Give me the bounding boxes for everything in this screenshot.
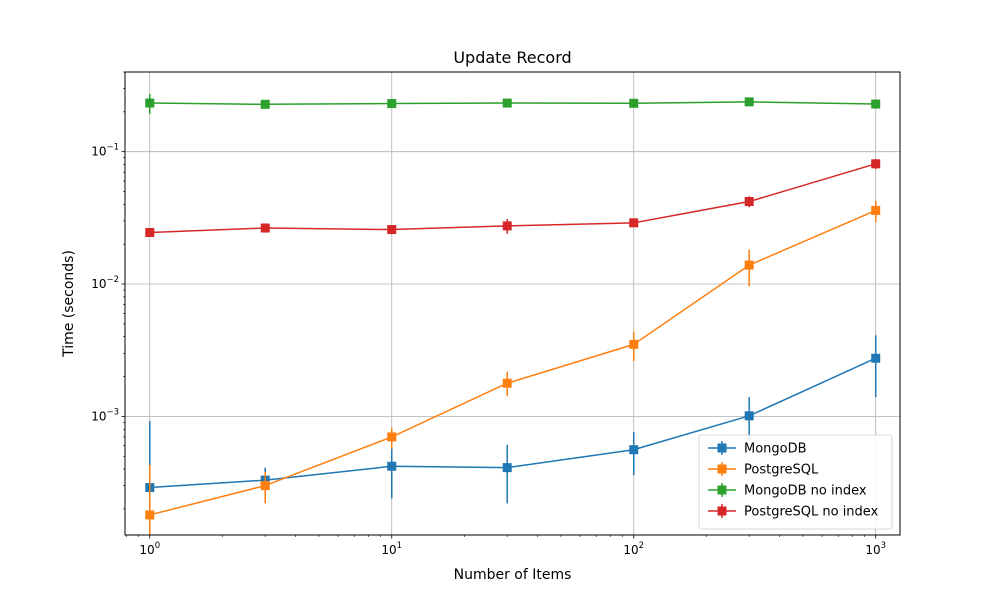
y-axis-label: Time (seconds) <box>61 250 77 358</box>
data-point-marker <box>871 99 881 109</box>
y-tick-label-base: 10 <box>91 145 106 159</box>
data-point-marker <box>629 445 639 455</box>
x-tick-label-exponent: 2 <box>639 541 644 551</box>
data-point-marker <box>502 463 512 473</box>
x-axis-label: Number of Items <box>454 567 572 583</box>
y-tick-label: 10−1 <box>91 143 119 159</box>
legend-marker-swatch <box>717 443 727 453</box>
x-tick-label-exponent: 0 <box>155 541 160 551</box>
y-tick-label-exponent: −2 <box>106 275 119 285</box>
data-point-marker <box>502 378 512 388</box>
data-point-marker <box>260 223 270 233</box>
chart-title: Update Record <box>453 48 571 67</box>
y-tick-label-base: 10 <box>91 277 106 291</box>
data-point-marker <box>629 339 639 349</box>
legend-marker-swatch <box>717 506 727 516</box>
y-tick-label-exponent: −1 <box>106 143 119 153</box>
data-point-marker <box>744 197 754 207</box>
x-tick-label-exponent: 3 <box>881 541 886 551</box>
y-tick-label: 10−2 <box>91 275 119 291</box>
data-point-marker <box>260 99 270 109</box>
x-tick-label-base: 10 <box>139 543 154 557</box>
x-tick-label-base: 10 <box>381 543 396 557</box>
series-mongodb-no-index <box>145 93 881 114</box>
series-layer <box>145 93 881 535</box>
x-tick-label: 102 <box>623 541 644 557</box>
y-tick-label: 10−3 <box>91 407 119 423</box>
legend-frame <box>698 434 893 530</box>
legend-label: PostgreSQL no index <box>744 505 879 520</box>
series-postgresql <box>145 200 881 535</box>
plot-frame <box>124 71 901 536</box>
data-point-marker <box>871 353 881 363</box>
data-point-marker <box>871 205 881 215</box>
legend: MongoDB PostgreSQL MongoDB no index Postgre… <box>698 434 893 530</box>
data-point-marker <box>260 481 270 491</box>
data-point-marker <box>629 218 639 228</box>
y-tick-label-exponent: −3 <box>106 407 119 417</box>
data-point-marker <box>629 98 639 108</box>
data-point-marker <box>744 97 754 107</box>
data-point-marker <box>744 411 754 421</box>
x-tick-label-exponent: 1 <box>397 541 402 551</box>
data-point-marker <box>502 98 512 108</box>
legend-label: PostgreSQL <box>744 463 819 478</box>
legend-marker-swatch <box>717 485 727 495</box>
data-point-marker <box>502 221 512 231</box>
x-tick-label: 101 <box>381 541 402 557</box>
x-tick-label-base: 10 <box>623 543 638 557</box>
data-point-marker <box>387 461 397 471</box>
data-point-marker <box>387 225 397 235</box>
data-point-marker <box>145 228 155 238</box>
y-tick-label-base: 10 <box>91 409 106 423</box>
data-point-marker <box>387 432 397 442</box>
x-tick-label: 103 <box>865 541 886 557</box>
x-tick-label: 100 <box>139 541 160 557</box>
legend-marker-swatch <box>717 464 727 474</box>
legend-label: MongoDB <box>744 442 807 457</box>
data-point-marker <box>145 98 155 108</box>
data-point-marker <box>871 159 881 169</box>
data-point-marker <box>387 99 397 109</box>
x-tick-label-base: 10 <box>865 543 880 557</box>
series-postgresql-no-index <box>145 159 881 238</box>
data-point-marker <box>145 510 155 520</box>
legend-label: MongoDB no index <box>744 484 867 499</box>
data-point-marker <box>744 260 754 270</box>
